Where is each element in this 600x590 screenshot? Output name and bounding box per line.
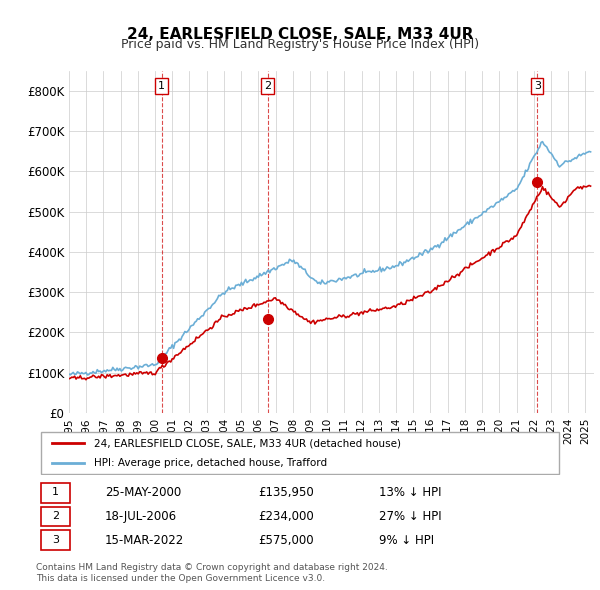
Text: Price paid vs. HM Land Registry's House Price Index (HPI): Price paid vs. HM Land Registry's House … — [121, 38, 479, 51]
Text: 3: 3 — [52, 535, 59, 545]
Text: 25-MAY-2000: 25-MAY-2000 — [104, 486, 181, 499]
Text: 3: 3 — [533, 81, 541, 91]
Text: 24, EARLESFIELD CLOSE, SALE, M33 4UR: 24, EARLESFIELD CLOSE, SALE, M33 4UR — [127, 27, 473, 41]
Text: Contains HM Land Registry data © Crown copyright and database right 2024.
This d: Contains HM Land Registry data © Crown c… — [36, 563, 388, 583]
Text: 13% ↓ HPI: 13% ↓ HPI — [379, 486, 442, 499]
Text: HPI: Average price, detached house, Trafford: HPI: Average price, detached house, Traf… — [94, 458, 327, 467]
Text: £234,000: £234,000 — [258, 510, 314, 523]
Text: 2: 2 — [52, 511, 59, 521]
FancyBboxPatch shape — [41, 483, 70, 503]
Text: 9% ↓ HPI: 9% ↓ HPI — [379, 533, 434, 546]
Text: 27% ↓ HPI: 27% ↓ HPI — [379, 510, 442, 523]
FancyBboxPatch shape — [41, 432, 559, 474]
Text: 15-MAR-2022: 15-MAR-2022 — [104, 533, 184, 546]
Text: 1: 1 — [52, 487, 59, 497]
Text: 2: 2 — [264, 81, 271, 91]
Text: 1: 1 — [158, 81, 165, 91]
Text: £135,950: £135,950 — [258, 486, 314, 499]
Text: 18-JUL-2006: 18-JUL-2006 — [104, 510, 177, 523]
Text: 24, EARLESFIELD CLOSE, SALE, M33 4UR (detached house): 24, EARLESFIELD CLOSE, SALE, M33 4UR (de… — [94, 438, 401, 448]
FancyBboxPatch shape — [41, 530, 70, 550]
Text: £575,000: £575,000 — [258, 533, 313, 546]
FancyBboxPatch shape — [41, 507, 70, 526]
